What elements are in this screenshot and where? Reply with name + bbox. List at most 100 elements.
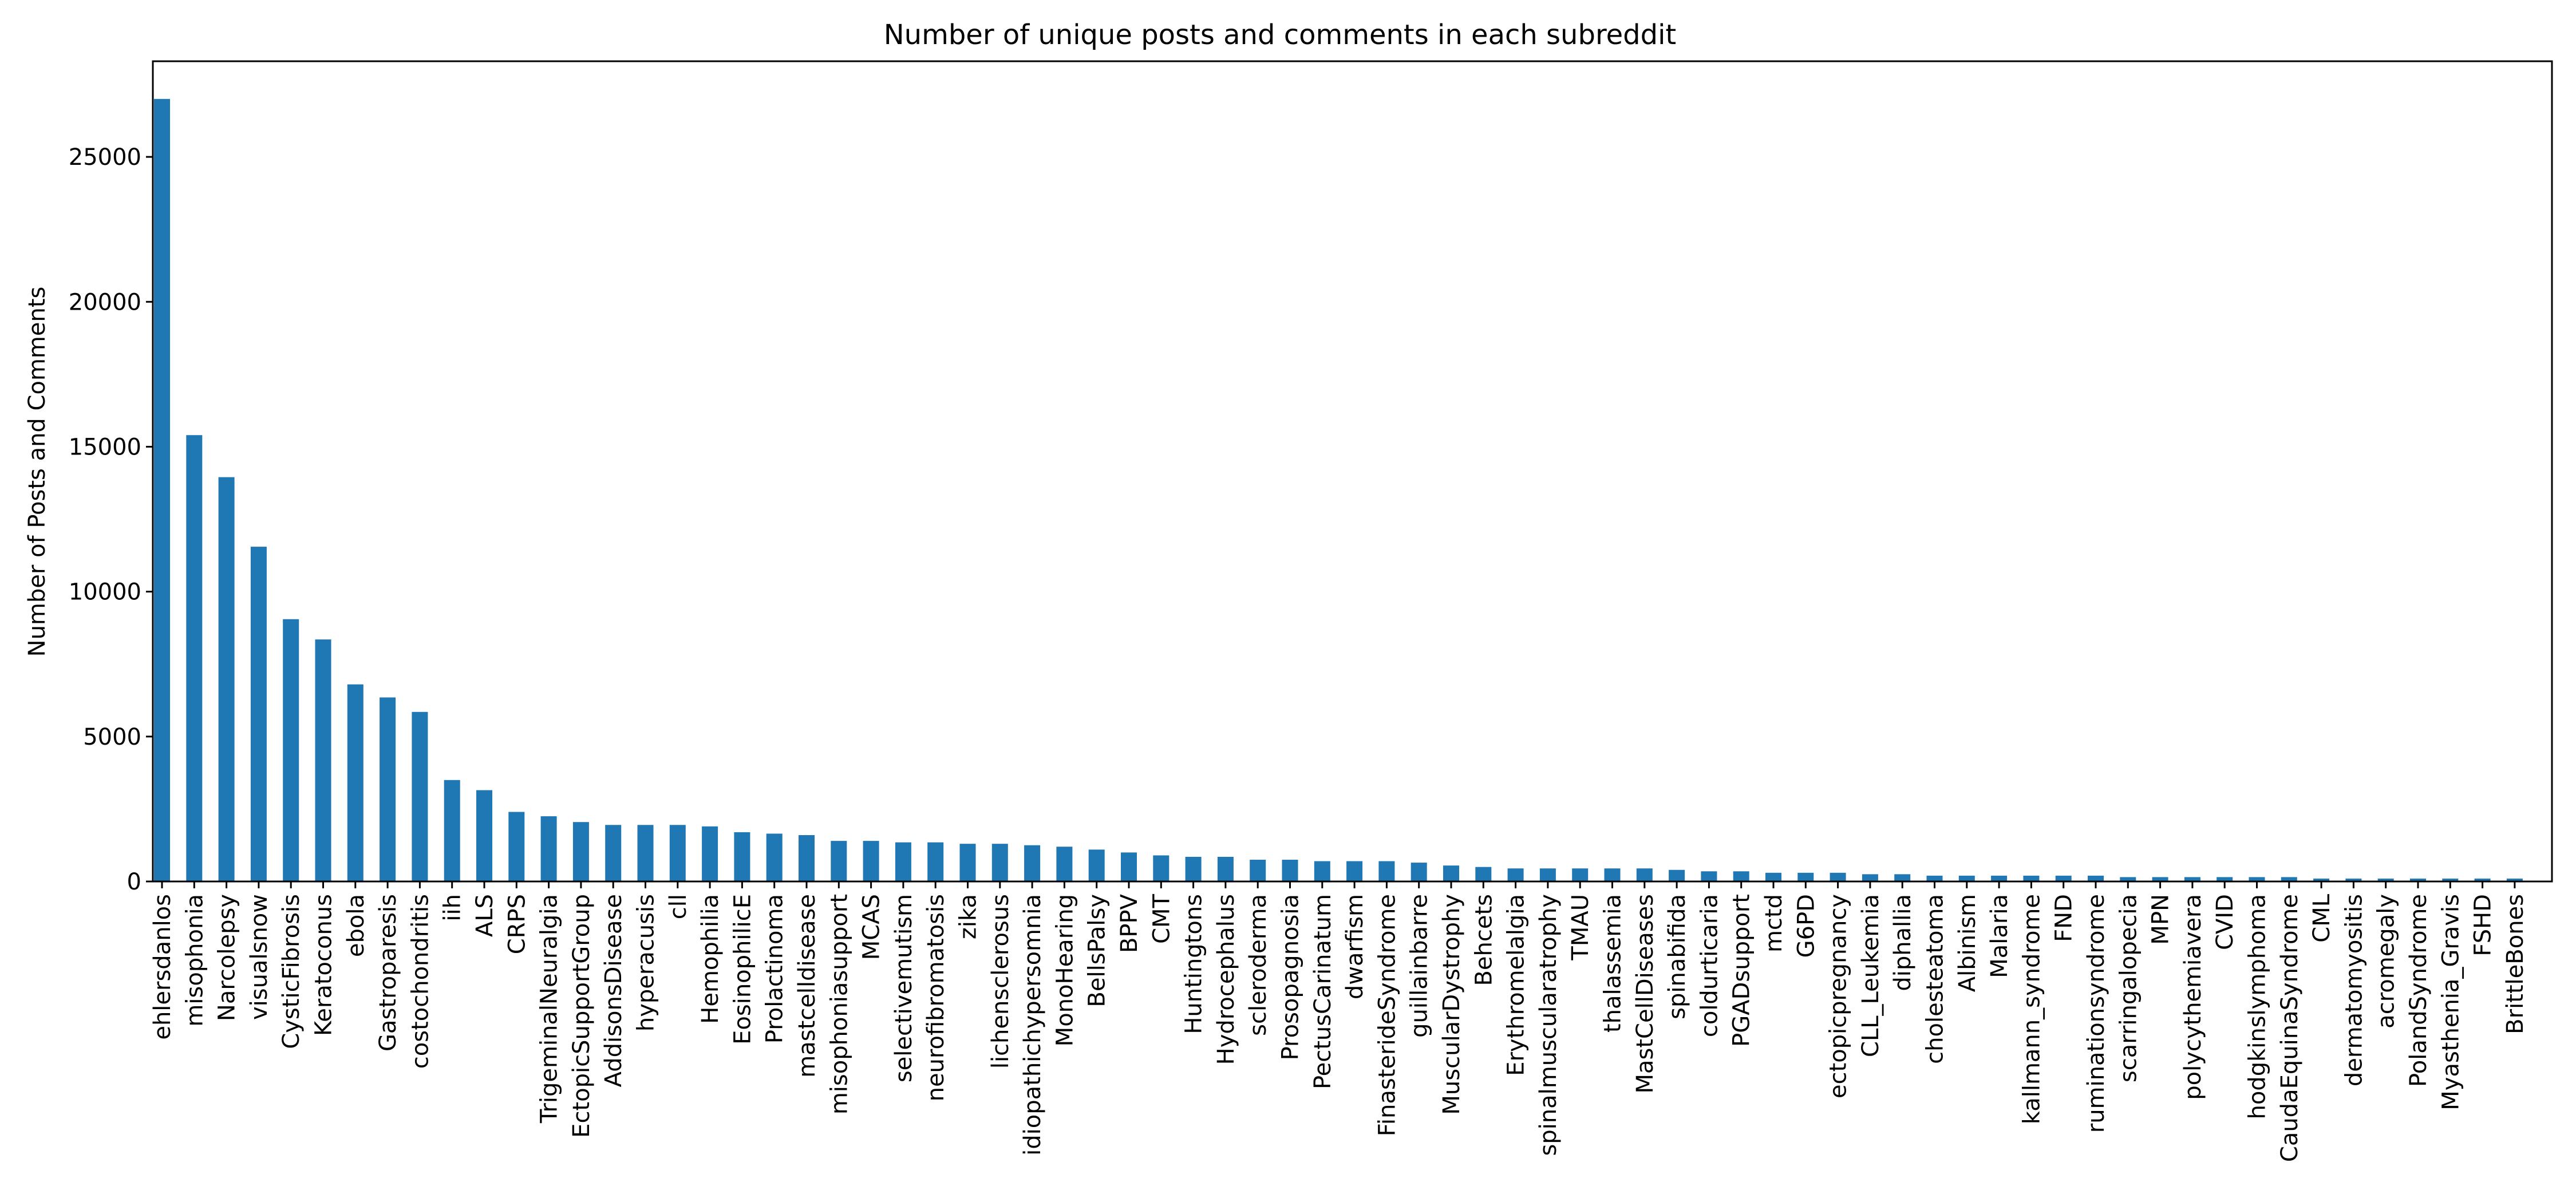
x-tick-label: CVID (2212, 894, 2238, 950)
bar-Hydrocephalus (1217, 856, 1234, 881)
bar-CysticFibrosis (283, 619, 299, 881)
x-tick-label: CLL_Leukemia (1858, 894, 1884, 1057)
bar-G6PD (1797, 872, 1814, 881)
bar-MonoHearing (1056, 847, 1073, 881)
bar-TMAU (1572, 868, 1589, 881)
x-tick-label: CaudaEquinaSyndrome (2277, 894, 2303, 1162)
x-tick-label: Hemophilia (697, 894, 724, 1024)
bar-lichensclerosus (991, 844, 1008, 881)
bar-visualsnow (250, 547, 267, 881)
x-tick-label: coldurticaria (1696, 894, 1722, 1037)
x-tick-label: thalassemia (1600, 894, 1626, 1033)
x-tick-label: MuscularDystrophy (1439, 894, 1465, 1115)
x-tick-label: TrigeminalNeuralgia (536, 894, 563, 1124)
bar-thalassemia (1604, 868, 1621, 881)
x-tick-label: CysticFibrosis (278, 894, 305, 1049)
y-tick-label: 10000 (69, 579, 141, 606)
bar-Behcets (1475, 867, 1492, 881)
x-tick-label: MCAS (859, 894, 885, 960)
bar-Prolactinoma (766, 833, 783, 881)
bar-mastcelldisease (799, 835, 815, 881)
x-tick-label: ebola (343, 894, 369, 957)
bar-BellsPalsy (1088, 849, 1105, 881)
bar-Keratoconus (315, 639, 331, 881)
bar-BrittleBones (2506, 878, 2523, 881)
x-tick-label: visualsnow (246, 894, 272, 1020)
x-tick-label: Prolactinoma (762, 894, 788, 1043)
x-tick-label: Narcolepsy (214, 894, 240, 1021)
bar-EosinophilicE (734, 832, 750, 881)
bar-kallmann_syndrome (2023, 875, 2040, 881)
bar-misophonia (186, 435, 203, 881)
x-tick-label: CMT (1148, 893, 1175, 943)
x-tick-label: ruminationsyndrome (2083, 894, 2109, 1133)
bar-cholesteatoma (1926, 875, 1943, 881)
bar-CML (2313, 878, 2330, 881)
bar-FND (2055, 875, 2072, 881)
bar-iih (444, 780, 460, 881)
x-tick-label: hodgkinslymphoma (2245, 894, 2271, 1120)
y-tick-label: 25000 (69, 144, 141, 171)
x-tick-label: BPPV (1116, 893, 1143, 953)
x-tick-label: TMAU (1567, 894, 1594, 961)
bar-Prosopagnosia (1282, 860, 1298, 881)
bar-MCAS (863, 841, 879, 881)
x-tick-label: AddisonsDisease (600, 894, 627, 1087)
y-tick-label: 5000 (83, 724, 141, 750)
bar-MPN (2152, 877, 2168, 881)
x-tick-label: ALS (472, 894, 498, 937)
x-tick-label: cholesteatoma (1922, 894, 1949, 1064)
bar-hyperacusis (637, 825, 654, 881)
x-tick-label: FND (2051, 894, 2077, 942)
bar-neurofibromatosis (927, 842, 944, 881)
bar-zika (959, 844, 976, 881)
bar-selectivemutism (895, 842, 911, 881)
x-tick-label: iih (440, 894, 466, 922)
bar-spinalmuscularatrophy (1539, 868, 1556, 881)
bar-Myasthenia_Gravis (2442, 878, 2459, 881)
x-tick-label: diphallia (1890, 894, 1916, 991)
bar-cll (669, 825, 686, 881)
bar-Malaria (1991, 875, 2008, 881)
bar-CLL_Leukemia (1862, 874, 1878, 881)
x-axis-ticks: ehlersdanlos misophonia Narcolepsy visualsn… (149, 881, 2528, 1162)
bar-PGADsupport (1733, 871, 1749, 881)
bar-CaudaEquinaSyndrome (2281, 877, 2297, 881)
y-tick-label: 20000 (69, 289, 141, 315)
bar-Hemophilia (702, 826, 718, 881)
x-tick-label: misophoniasupport (826, 894, 852, 1114)
x-tick-label: Myasthenia_Gravis (2437, 894, 2464, 1110)
x-tick-label: Erythromelalgia (1503, 894, 1530, 1076)
x-tick-label: BellsPalsy (1084, 894, 1111, 1007)
x-tick-label: CML (2309, 893, 2335, 942)
x-tick-label: Hydrocephalus (1213, 894, 1239, 1065)
bar-FinasterideSyndrome (1378, 861, 1395, 881)
x-tick-label: scleroderma (1245, 894, 1271, 1036)
bar-costochondritis (412, 711, 428, 881)
bar-idiopathichypersomnia (1024, 845, 1041, 881)
bar-TrigeminalNeuralgia (540, 816, 557, 881)
bar-MastCellDiseases (1636, 868, 1653, 881)
bar-misophoniasupport (831, 841, 847, 881)
bar-Albinism (1958, 875, 1975, 881)
y-axis-label: Number of Posts and Comments (24, 287, 50, 657)
x-tick-label: costochondritis (407, 894, 433, 1069)
x-tick-label: mctd (1761, 894, 1787, 952)
bar-polycythemiavera (2184, 877, 2200, 881)
x-tick-label: FSHD (2470, 894, 2496, 956)
x-tick-label: lichensclerosus (987, 894, 1014, 1069)
x-tick-label: G6PD (1793, 894, 1819, 958)
bar-Huntingtons (1185, 856, 1202, 881)
chart-title: Number of unique posts and comments in e… (884, 19, 1677, 51)
x-tick-label: EctopicSupportGroup (568, 894, 595, 1138)
bar-PolandSyndrome (2410, 878, 2426, 881)
bar-MuscularDystrophy (1443, 865, 1459, 881)
x-tick-label: PGADsupport (1729, 894, 1755, 1047)
y-axis-ticks: 0 5000 10000 15000 20000 25000 (69, 144, 153, 895)
x-tick-label: FinasterideSyndrome (1374, 894, 1400, 1136)
x-tick-label: Keratoconus (311, 894, 337, 1036)
x-tick-label: spinabifida (1664, 894, 1690, 1019)
bar-Gastroparesis (380, 697, 396, 881)
x-tick-label: ectopicpregnancy (1826, 894, 1852, 1098)
